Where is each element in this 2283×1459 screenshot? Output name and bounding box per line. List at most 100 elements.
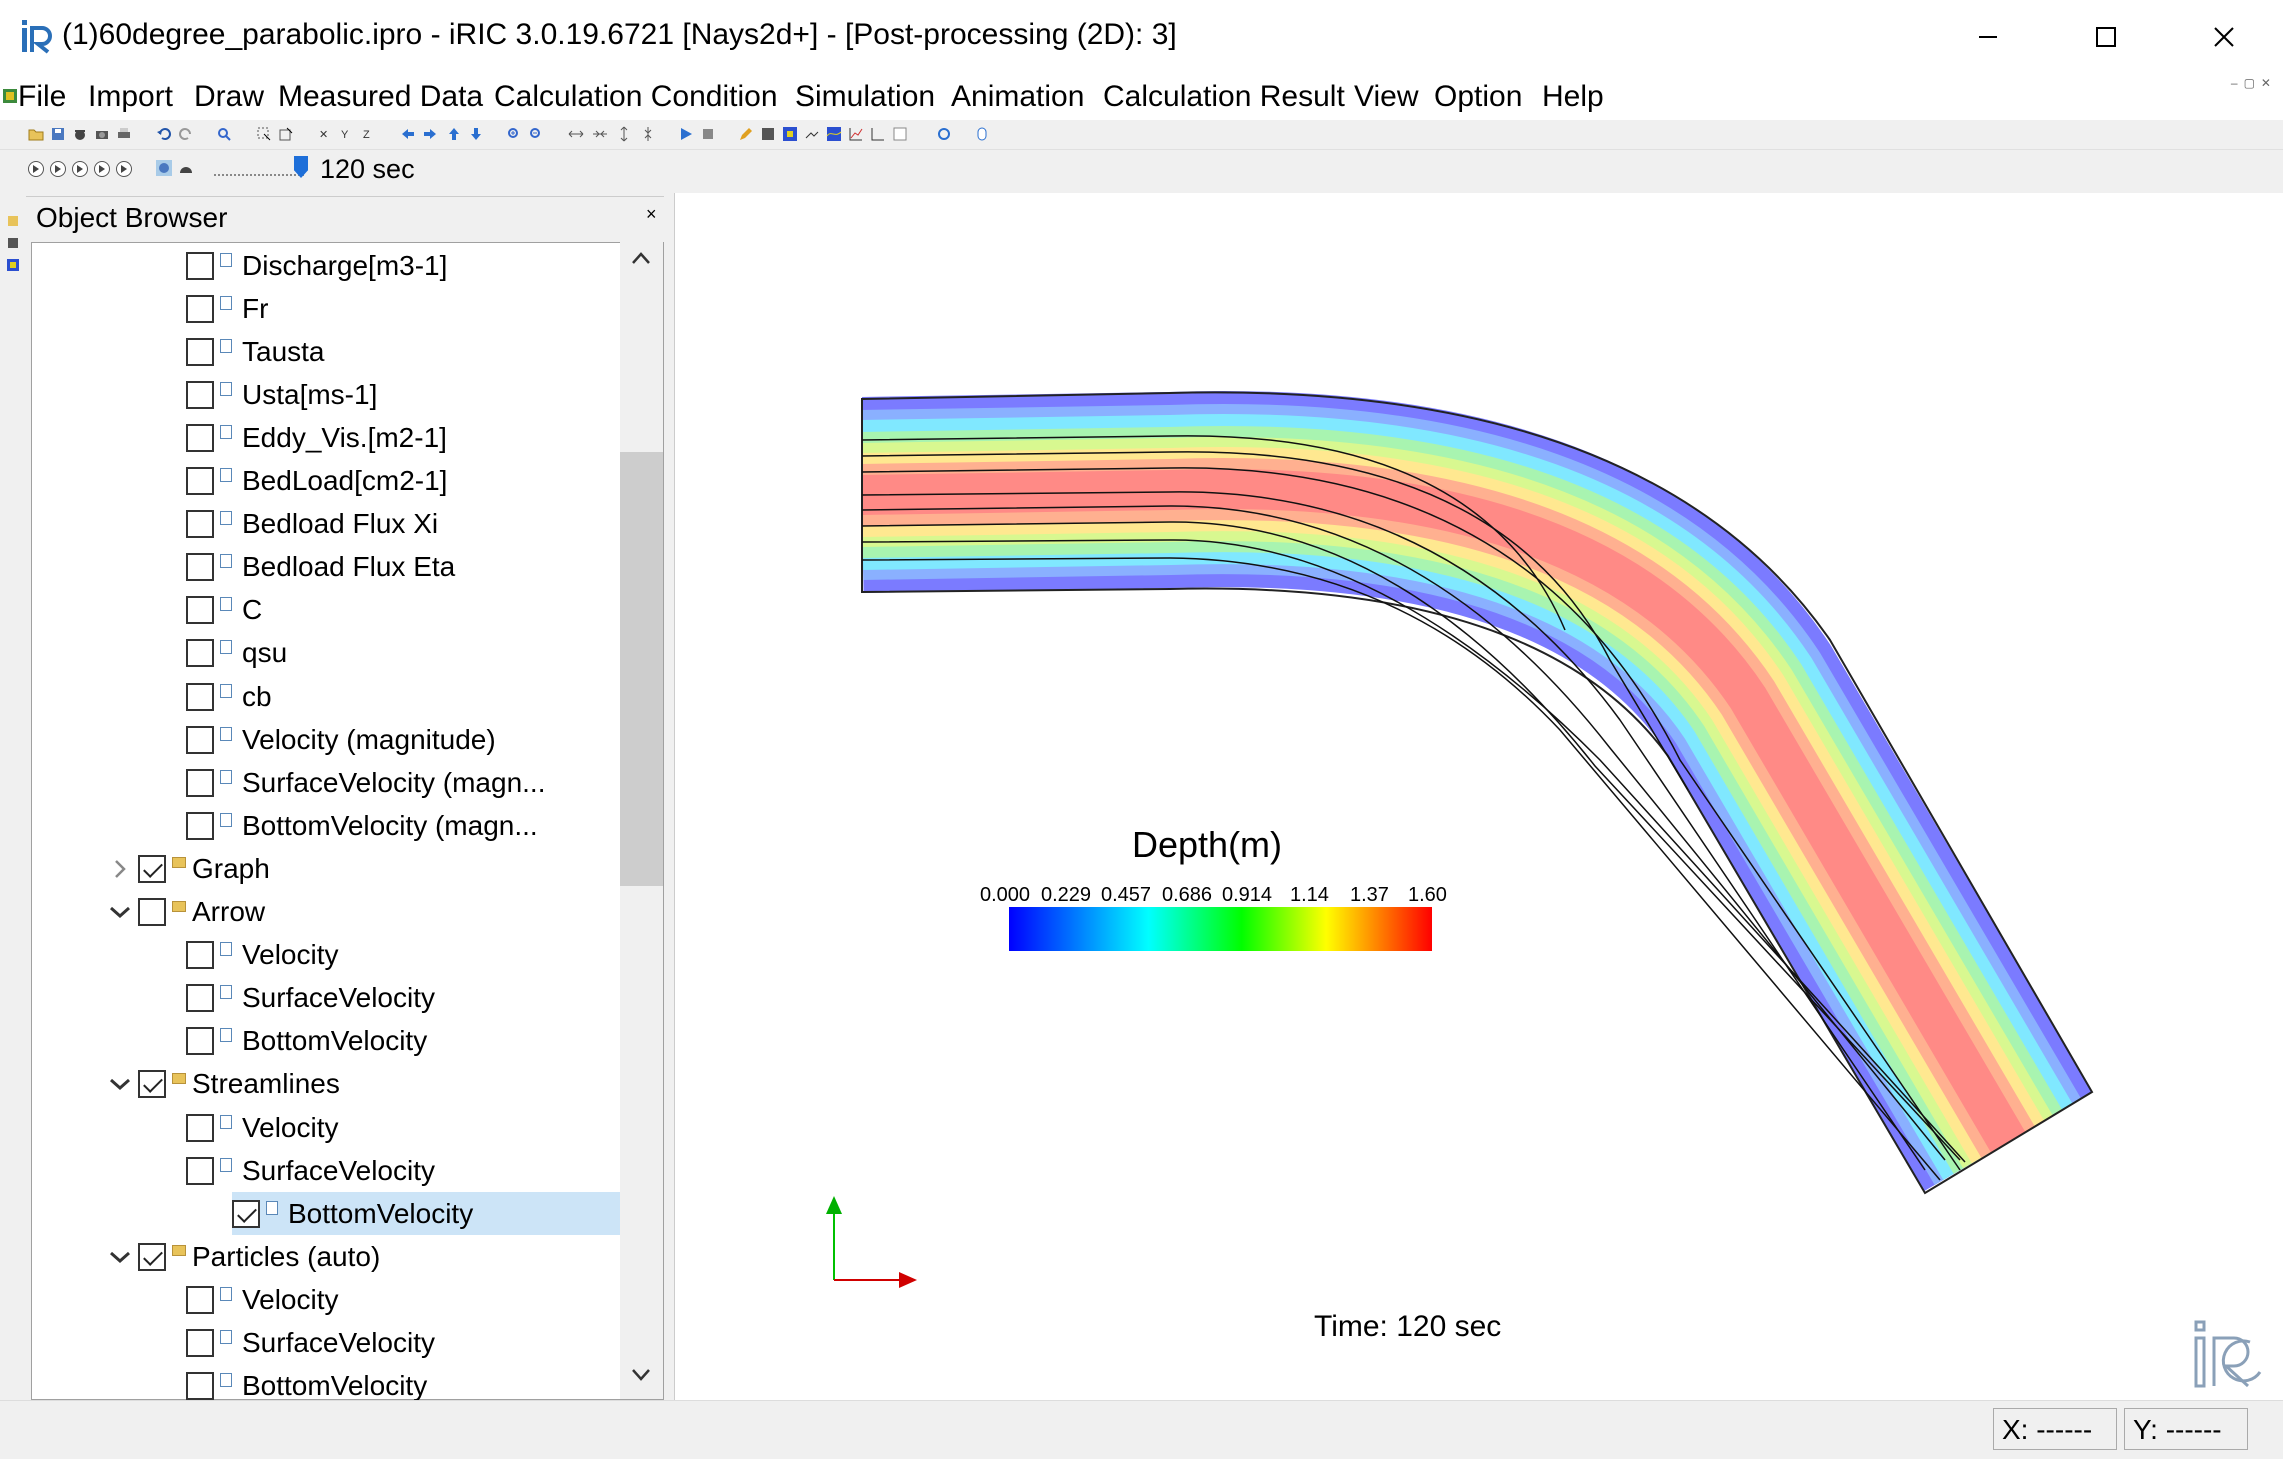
close-button[interactable] [2165,0,2283,74]
mouse-icon[interactable] [974,126,990,142]
tree-item-checkbox[interactable] [186,1329,214,1357]
graph-icon[interactable] [848,126,864,142]
tree-item-checkbox[interactable] [138,1242,166,1271]
tree-item-checkbox[interactable] [186,984,214,1013]
tree-item-checkbox[interactable] [186,423,214,452]
tree-item-checkbox[interactable] [186,1113,214,1142]
anim-first-button[interactable] [28,161,44,177]
edit-icon[interactable] [738,126,754,142]
expand-horizontal-icon[interactable] [568,126,584,142]
tree-item-checkbox[interactable] [186,639,214,668]
streamline-icon[interactable] [826,126,842,142]
open-icon[interactable] [28,126,44,142]
tree-item[interactable]: SurfaceVelocity (magn... [186,761,545,804]
tree-item-checkbox[interactable] [186,768,214,797]
tree-item-checkbox[interactable] [186,1372,214,1401]
tree-item-checkbox[interactable] [186,596,214,625]
menu-measured-data[interactable]: Measured Data [278,80,484,113]
chevron-right-icon[interactable] [102,847,138,890]
tree-item[interactable]: Velocity [186,1278,339,1321]
tree-item[interactable]: Tausta [186,330,325,373]
tree-item[interactable]: Bedload Flux Eta [186,546,455,589]
tree-item[interactable]: Fr [186,287,268,330]
tree-item[interactable]: Usta[ms-1] [186,373,377,416]
menu-animation[interactable]: Animation [951,80,1085,113]
anim-play-button[interactable] [72,161,88,177]
tree-item[interactable]: Streamlines [102,1063,340,1106]
chart-icon[interactable] [870,126,886,142]
menu-view[interactable]: View [1354,80,1419,113]
tree-item[interactable]: cb [186,675,272,718]
scrollbar-thumb[interactable] [620,452,663,886]
mdi-window-controls[interactable]: –▢✕ [2230,76,2277,90]
arrows-icon[interactable] [804,126,820,142]
tree-item-checkbox[interactable] [186,682,214,711]
shrink-horizontal-icon[interactable] [592,126,608,142]
property-icon[interactable] [6,214,20,228]
tree-item-checkbox[interactable] [186,337,214,366]
contour-icon[interactable] [782,126,798,142]
tree-item[interactable]: Velocity (magnitude) [186,718,496,761]
mode-icon[interactable] [178,160,194,176]
arrow-down-icon[interactable] [468,126,484,142]
pointer-icon[interactable] [278,126,294,142]
axis-x-icon[interactable]: ✕ [318,126,334,142]
tree-item-checkbox[interactable] [186,811,214,840]
select-icon[interactable] [256,126,272,142]
menu-simulation[interactable]: Simulation [795,80,936,113]
tree-item-checkbox[interactable] [186,251,214,280]
tree-item[interactable]: C [186,589,262,632]
tree-item-checkbox[interactable] [186,725,214,754]
shrink-vertical-icon[interactable] [640,126,656,142]
tree-item-checkbox[interactable] [186,467,214,495]
menu-help[interactable]: Help [1542,80,1604,113]
tree-item[interactable]: SurfaceVelocity [186,1149,435,1192]
print-icon[interactable] [116,126,132,142]
tree-item[interactable]: BottomVelocity (magn... [186,804,538,847]
tree-item[interactable]: Arrow [102,891,265,934]
object-browser-close-button[interactable]: × [646,204,657,224]
stop-icon[interactable] [700,126,716,142]
minimize-button[interactable] [1929,0,2047,74]
tree-item-checkbox[interactable] [186,1285,214,1314]
axis-y-icon[interactable]: Y [340,126,356,142]
chevron-down-icon[interactable] [102,891,138,934]
grid-icon[interactable] [760,126,776,142]
tree-item-checkbox[interactable] [138,854,166,883]
chevron-down-icon[interactable] [102,1063,138,1106]
play-icon[interactable] [678,126,694,142]
menu-option[interactable]: Option [1434,80,1523,113]
tree-item-checkbox[interactable] [186,941,214,970]
tree-item[interactable]: BedLoad[cm2-1] [186,460,447,503]
anim-next-button[interactable] [94,161,110,177]
tree-item[interactable]: qsu [186,632,287,675]
menu-file[interactable]: File [18,80,67,113]
menu-import[interactable]: Import [88,80,174,113]
tree-item[interactable]: BottomVelocity [186,1020,427,1063]
zoom-out-icon[interactable] [528,126,544,142]
tree-item-checkbox[interactable] [138,898,166,926]
tree-item[interactable]: Bedload Flux Xi [186,503,438,546]
camera-icon[interactable] [94,126,110,142]
menu-draw[interactable]: Draw [194,80,265,113]
arrow-right-icon[interactable] [422,126,438,142]
snapshot-icon[interactable] [72,126,88,142]
tree-item[interactable]: Velocity [186,934,339,977]
chevron-up-icon[interactable] [631,250,651,266]
redo-icon[interactable] [178,126,194,142]
arrow-left-icon[interactable] [400,126,416,142]
tree-item-checkbox[interactable] [186,380,214,409]
tree-item[interactable]: Eddy_Vis.[m2-1] [186,416,447,459]
tree-item[interactable]: BottomVelocity [232,1192,620,1236]
chevron-down-icon[interactable] [102,1235,138,1278]
tree-item[interactable]: BottomVelocity [186,1365,427,1408]
tree-item[interactable]: Discharge[m3-1] [186,244,447,287]
arrow-up-icon[interactable] [446,126,462,142]
table-icon[interactable] [892,126,908,142]
tree-item[interactable]: Particles (auto) [102,1235,380,1278]
tree-item[interactable]: Graph [102,847,270,890]
tree-item[interactable]: Velocity [186,1106,339,1149]
refresh-icon[interactable] [936,126,952,142]
tree-item[interactable]: SurfaceVelocity [186,1322,435,1365]
tree-item-checkbox[interactable] [186,510,214,539]
